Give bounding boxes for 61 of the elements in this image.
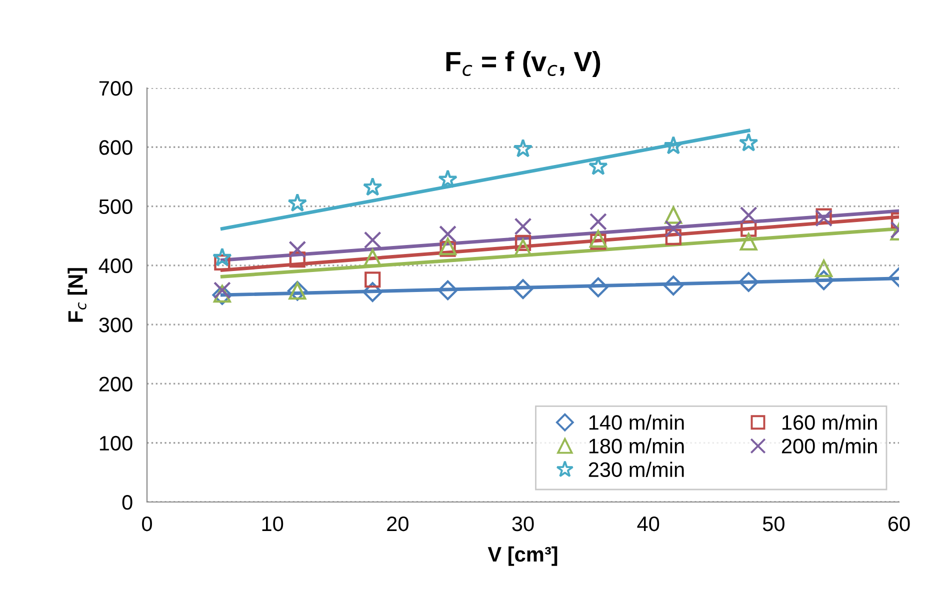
point [440, 240, 456, 257]
y-tick-label: 100 [100, 436, 132, 451]
point [513, 138, 533, 158]
point [589, 212, 607, 230]
point [665, 228, 682, 246]
point [288, 193, 308, 212]
x-tick-label: 10 [262, 516, 284, 532]
y-tick-label: 700 [99, 81, 132, 96]
point [438, 280, 458, 300]
point [740, 233, 758, 251]
point [589, 230, 607, 248]
point [738, 272, 759, 292]
point [364, 248, 382, 266]
point [664, 136, 684, 154]
point [364, 272, 381, 288]
legend-label: 230 m/min [588, 462, 684, 478]
x-tick-label: 40 [637, 516, 660, 532]
chart-title: F$_{c}$ = f (v$_{c}$, V) [446, 51, 600, 77]
point [288, 240, 306, 258]
x-tick-label: 60 [888, 516, 910, 532]
point [362, 282, 383, 302]
point [439, 225, 457, 243]
point [664, 206, 682, 224]
x-tick-label: 50 [762, 516, 784, 532]
legend-label: 200 m/min [782, 438, 877, 454]
x-axis-title: V [cm³] [488, 546, 558, 566]
y-axis-title: F$_{c}$ [N] [68, 268, 88, 322]
point [738, 132, 758, 152]
x-tick-label: 0 [142, 516, 152, 532]
point [364, 231, 382, 249]
y-tick-label: 200 [99, 376, 132, 392]
x-tick-label: 30 [512, 516, 534, 532]
point [588, 277, 608, 298]
point [214, 254, 230, 271]
point [439, 238, 457, 256]
point [362, 177, 382, 196]
point [212, 248, 232, 266]
point [590, 234, 606, 250]
point [213, 282, 231, 300]
point [514, 218, 532, 236]
point [740, 220, 757, 237]
point [663, 276, 684, 296]
point [514, 238, 532, 256]
point [438, 170, 458, 188]
y-tick-label: 0 [122, 495, 132, 510]
y-tick-label: 500 [99, 199, 132, 214]
point [514, 234, 532, 252]
point [289, 251, 306, 268]
point [814, 270, 834, 290]
x-tick-label: 20 [387, 516, 408, 532]
legend-label: 180 m/min [589, 438, 684, 454]
point [815, 260, 833, 278]
legend-label: 140 m/min [589, 414, 684, 430]
y-tick-label: 300 [99, 318, 132, 332]
y-tick-label: 600 [99, 140, 132, 155]
y-tick-label: 400 [98, 258, 132, 274]
point [513, 279, 533, 300]
point [664, 220, 682, 238]
point [588, 156, 608, 176]
point [740, 206, 758, 224]
legend-label: 160 m/min [782, 414, 877, 430]
